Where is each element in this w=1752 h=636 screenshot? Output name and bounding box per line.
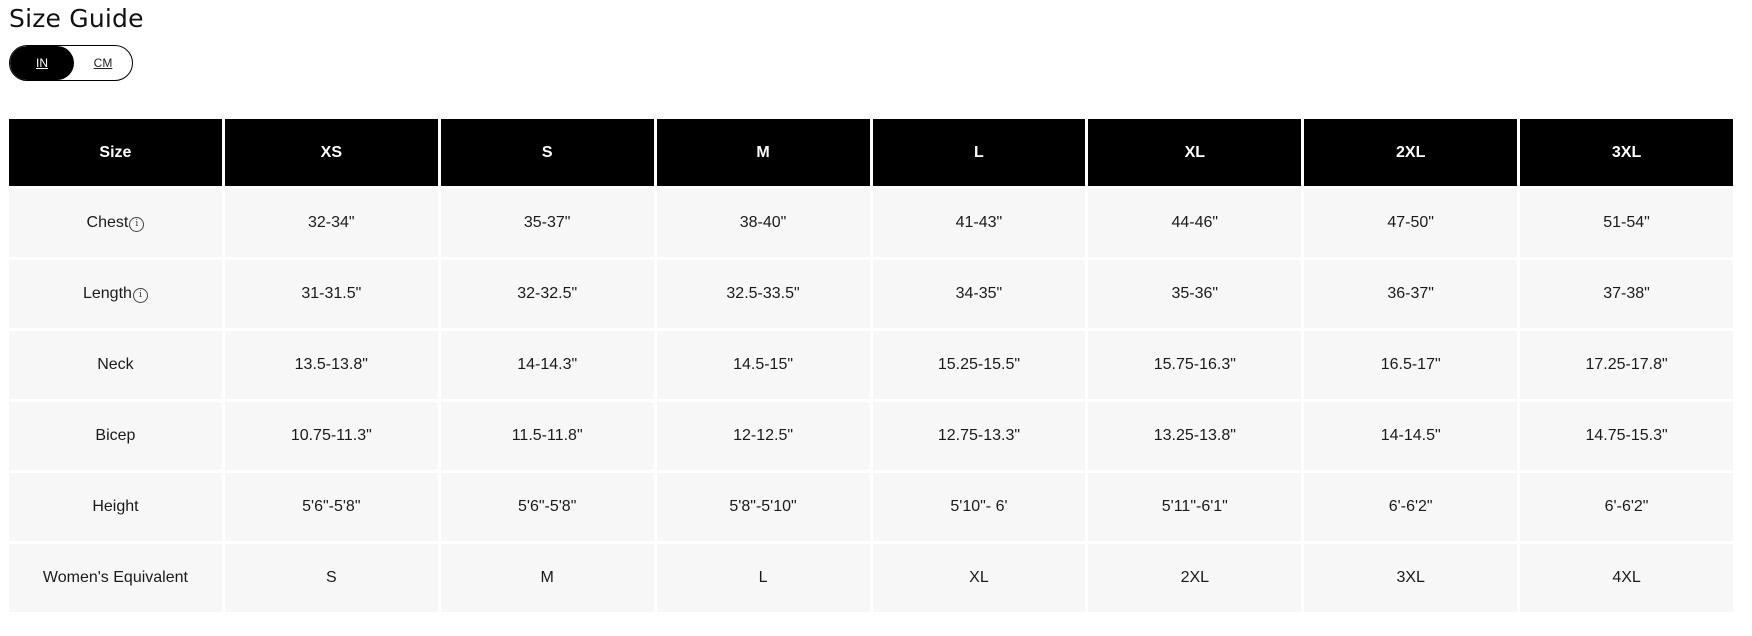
table-cell: 31-31.5" <box>224 260 438 328</box>
table-cell: 5'11"-6'1" <box>1088 473 1302 541</box>
unit-toggle[interactable]: IN CM <box>9 45 133 81</box>
table-cell: M <box>440 544 654 612</box>
info-icon[interactable]: i <box>129 217 145 232</box>
table-cell: 32-34" <box>224 189 438 257</box>
table-cell: 37-38" <box>1520 260 1733 328</box>
table-cell: XL <box>872 544 1086 612</box>
table-cell: 5'8"-5'10" <box>656 473 870 541</box>
table-cell: 14-14.5" <box>1304 402 1518 470</box>
table-cell: 6'-6'2" <box>1520 473 1733 541</box>
table-cell: 15.25-15.5" <box>872 331 1086 399</box>
table-cell: 6'-6'2" <box>1304 473 1518 541</box>
table-cell: 47-50" <box>1304 189 1518 257</box>
table-cell: 3XL <box>1304 544 1518 612</box>
row-label-cell: Length i <box>9 260 222 328</box>
column-header: M <box>656 119 870 186</box>
row-label: Neck <box>97 356 134 373</box>
row-label: Bicep <box>95 427 136 444</box>
size-table: Size XS S M L XL 2XL 3XL Chest i 32-34" 35-37" 38-4… <box>6 116 1736 615</box>
row-label-cell: Women's Equivalent <box>9 544 222 612</box>
table-cell: 17.25-17.8" <box>1520 331 1733 399</box>
table-cell: 41-43" <box>872 189 1086 257</box>
table-cell: 2XL <box>1088 544 1302 612</box>
column-header: Size <box>9 119 222 186</box>
row-label-cell: Height <box>9 473 222 541</box>
column-header: XS <box>224 119 438 186</box>
table-row: Women's Equivalent S M L XL 2XL 3XL 4XL <box>9 544 1733 612</box>
column-header: S <box>440 119 654 186</box>
table-cell: 5'6"-5'8" <box>440 473 654 541</box>
table-cell: 35-37" <box>440 189 654 257</box>
table-cell: 14.75-15.3" <box>1520 402 1733 470</box>
info-icon[interactable]: i <box>132 288 148 303</box>
table-cell: 35-36" <box>1088 260 1302 328</box>
table-cell: 16.5-17" <box>1304 331 1518 399</box>
table-row: Chest i 32-34" 35-37" 38-40" 41-43" 44-46" 47-5… <box>9 189 1733 257</box>
table-cell: 4XL <box>1520 544 1733 612</box>
page-title: Size Guide <box>9 4 144 33</box>
column-header: L <box>872 119 1086 186</box>
unit-option-in[interactable]: IN <box>10 46 74 80</box>
row-label-cell: Neck <box>9 331 222 399</box>
table-cell: 38-40" <box>656 189 870 257</box>
row-label: Height <box>92 498 139 515</box>
table-cell: 13.25-13.8" <box>1088 402 1302 470</box>
row-label-cell: Chest i <box>9 189 222 257</box>
table-row: Bicep 10.75-11.3" 11.5-11.8" 12-12.5" 12.75-… <box>9 402 1733 470</box>
table-cell: L <box>656 544 870 612</box>
table-row: Neck 13.5-13.8" 14-14.3" 14.5-15" 15.25-15.5… <box>9 331 1733 399</box>
row-label: Chest <box>86 214 129 231</box>
row-label: Women's Equivalent <box>42 569 188 586</box>
unit-option-cm[interactable]: CM <box>93 56 113 70</box>
row-label-cell: Bicep <box>9 402 222 470</box>
table-cell: 5'6"-5'8" <box>224 473 438 541</box>
table-cell: S <box>224 544 438 612</box>
table-cell: 36-37" <box>1304 260 1518 328</box>
table-cell: 14.5-15" <box>656 331 870 399</box>
column-header: 2XL <box>1304 119 1518 186</box>
table-cell: 44-46" <box>1088 189 1302 257</box>
table-cell: 13.5-13.8" <box>224 331 438 399</box>
table-cell: 5'10"- 6' <box>872 473 1086 541</box>
table-cell: 32.5-33.5" <box>656 260 870 328</box>
row-label: Length <box>82 285 132 302</box>
table-header-row: Size XS S M L XL 2XL 3XL <box>9 119 1733 186</box>
table-cell: 51-54" <box>1520 189 1733 257</box>
table-cell: 12-12.5" <box>656 402 870 470</box>
table-cell: 11.5-11.8" <box>440 402 654 470</box>
table-cell: 32-32.5" <box>440 260 654 328</box>
table-cell: 10.75-11.3" <box>224 402 438 470</box>
table-cell: 34-35" <box>872 260 1086 328</box>
column-header: 3XL <box>1520 119 1733 186</box>
table-cell: 14-14.3" <box>440 331 654 399</box>
table-row: Height 5'6"-5'8" 5'6"-5'8" 5'8"-5'10" 5'10"-… <box>9 473 1733 541</box>
table-row: Length i 31-31.5" 32-32.5" 32.5-33.5" 34-35" 3… <box>9 260 1733 328</box>
table-cell: 12.75-13.3" <box>872 402 1086 470</box>
column-header: XL <box>1088 119 1302 186</box>
table-cell: 15.75-16.3" <box>1088 331 1302 399</box>
